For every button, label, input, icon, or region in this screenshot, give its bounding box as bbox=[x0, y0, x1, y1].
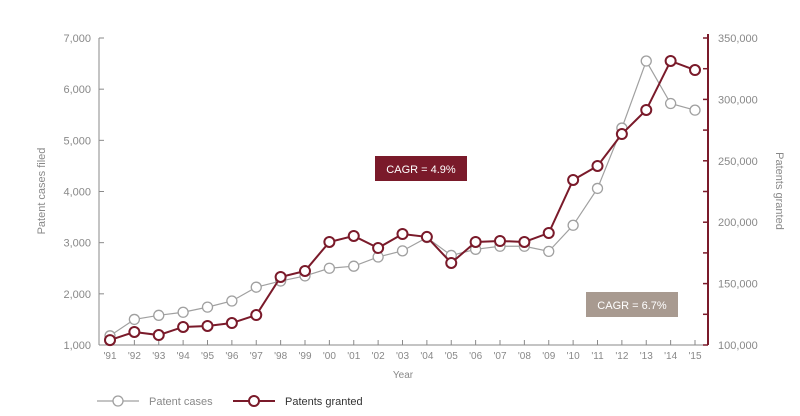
left-axis-title: Patent cases filed bbox=[36, 148, 48, 235]
x-tick-label: '04 bbox=[420, 351, 433, 362]
data-point bbox=[591, 159, 604, 172]
data-point bbox=[201, 319, 214, 332]
legend-label: Patents granted bbox=[285, 396, 363, 408]
right-axis-title: Patents granted bbox=[773, 152, 785, 230]
legend-label: Patent cases bbox=[149, 396, 213, 408]
data-point bbox=[128, 313, 141, 326]
x-tick-label: '03 bbox=[396, 351, 409, 362]
data-point bbox=[664, 54, 677, 67]
x-tick-label: '02 bbox=[372, 351, 385, 362]
x-axis-title: Year bbox=[393, 370, 414, 381]
data-point bbox=[274, 270, 287, 283]
legend-marker bbox=[248, 395, 260, 407]
cagr-box bbox=[586, 292, 678, 317]
x-tick-label: '91 bbox=[103, 351, 116, 362]
right-tick-label: 250,000 bbox=[718, 156, 758, 168]
x-tick-label: '98 bbox=[274, 351, 287, 362]
data-point bbox=[640, 55, 652, 67]
left-tick-label: 6,000 bbox=[63, 84, 91, 96]
data-point bbox=[177, 320, 190, 333]
left-tick-label: 3,000 bbox=[63, 238, 91, 250]
data-point bbox=[518, 235, 531, 248]
data-point bbox=[177, 306, 189, 318]
legend-marker bbox=[112, 395, 124, 407]
left-tick-label: 7,000 bbox=[63, 33, 91, 45]
data-point bbox=[396, 245, 409, 257]
right-tick-label: 350,000 bbox=[718, 33, 758, 45]
right-tick-label: 300,000 bbox=[718, 94, 758, 106]
data-point bbox=[250, 309, 263, 322]
x-tick-label: '11 bbox=[591, 351, 604, 362]
x-tick-label: '14 bbox=[664, 351, 677, 362]
left-tick-label: 1,000 bbox=[63, 340, 91, 352]
x-tick-label: '08 bbox=[518, 351, 531, 362]
data-point bbox=[323, 262, 336, 274]
x-tick-label: '93 bbox=[152, 351, 165, 362]
left-tick-label: 2,000 bbox=[63, 289, 91, 301]
data-point bbox=[323, 235, 336, 248]
data-point bbox=[567, 219, 579, 231]
data-point bbox=[591, 182, 604, 195]
data-point bbox=[153, 309, 165, 321]
x-tick-label: '15 bbox=[688, 351, 701, 362]
data-point bbox=[420, 230, 433, 243]
data-point bbox=[226, 295, 238, 307]
data-point bbox=[396, 227, 409, 240]
data-point bbox=[469, 235, 482, 248]
x-tick-label: '00 bbox=[323, 351, 336, 362]
x-tick-label: '96 bbox=[225, 351, 238, 362]
x-tick-label: '94 bbox=[177, 351, 190, 362]
left-tick-label: 4,000 bbox=[63, 187, 91, 199]
data-point bbox=[543, 245, 555, 258]
x-tick-label: '07 bbox=[493, 351, 506, 362]
x-tick-label: '01 bbox=[347, 351, 360, 362]
data-point bbox=[494, 234, 506, 247]
x-tick-label: '10 bbox=[567, 351, 580, 362]
x-tick-label: '09 bbox=[542, 351, 555, 362]
cagr-label: CAGR = 4.9% bbox=[386, 164, 456, 176]
data-point bbox=[347, 229, 360, 242]
data-point bbox=[152, 329, 165, 342]
left-tick-label: 5,000 bbox=[63, 135, 91, 147]
x-tick-label: '99 bbox=[298, 351, 311, 362]
right-tick-label: 100,000 bbox=[718, 340, 758, 352]
data-point bbox=[689, 64, 701, 77]
cagr-box bbox=[375, 156, 467, 181]
x-tick-label: '95 bbox=[201, 351, 214, 362]
right-tick-label: 150,000 bbox=[718, 279, 758, 291]
data-point bbox=[225, 317, 238, 330]
x-tick-label: '05 bbox=[445, 351, 458, 362]
data-point bbox=[445, 256, 458, 269]
data-point bbox=[567, 173, 580, 186]
cagr-label: CAGR = 6.7% bbox=[597, 300, 667, 312]
data-point bbox=[372, 241, 385, 254]
x-tick-label: '13 bbox=[640, 351, 653, 362]
data-point bbox=[542, 227, 555, 240]
data-point bbox=[201, 301, 214, 313]
right-tick-label: 200,000 bbox=[718, 217, 758, 229]
data-point bbox=[615, 128, 628, 141]
x-tick-label: '06 bbox=[469, 351, 482, 362]
data-point bbox=[664, 97, 677, 110]
data-point bbox=[640, 103, 653, 116]
data-point bbox=[104, 334, 116, 347]
data-point bbox=[689, 104, 701, 116]
x-tick-label: '12 bbox=[615, 351, 628, 362]
data-point bbox=[299, 264, 311, 277]
x-tick-label: '92 bbox=[128, 351, 141, 362]
data-point bbox=[250, 281, 262, 293]
data-point bbox=[128, 325, 141, 338]
x-tick-label: '97 bbox=[250, 351, 263, 362]
data-point bbox=[348, 260, 360, 272]
